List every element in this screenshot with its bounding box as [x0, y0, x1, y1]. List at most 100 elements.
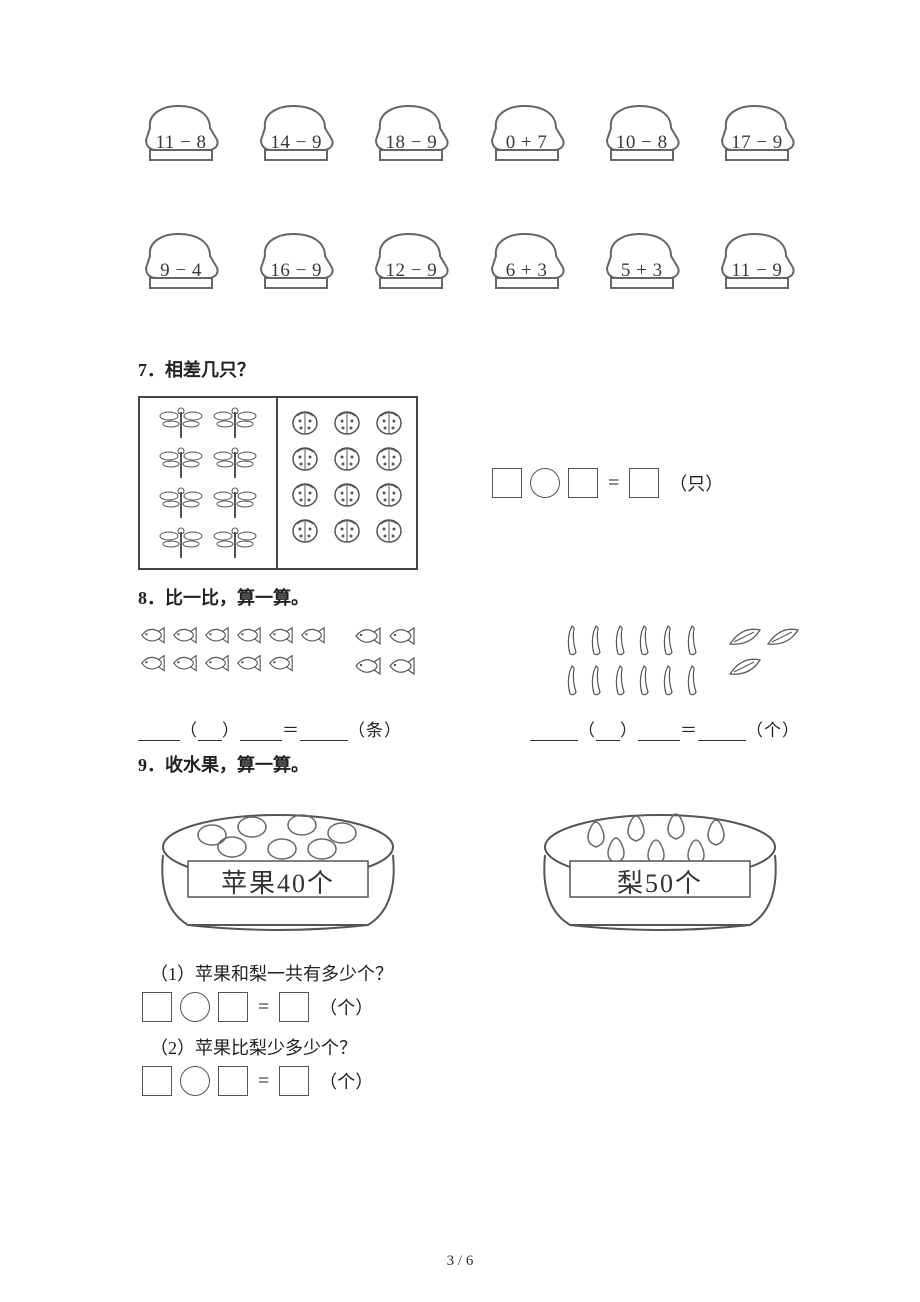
dragonfly-icon [159, 406, 203, 440]
blank-square[interactable] [142, 992, 172, 1022]
q7-box [138, 396, 418, 570]
blank-square[interactable] [492, 468, 522, 498]
bigfish-group [138, 624, 326, 698]
banana-icon [658, 664, 678, 698]
fish-icon [234, 624, 262, 646]
q7-equation: = （只） [488, 468, 723, 498]
banana-icon [610, 624, 630, 658]
mitten: 6 + 3 [484, 228, 570, 298]
ladybug-icon [289, 478, 321, 508]
blank-square[interactable] [629, 468, 659, 498]
basket-apple-label: 苹果40个 [138, 863, 418, 900]
mitten-text: 6 + 3 [484, 260, 570, 282]
fish-icon [138, 624, 166, 646]
banana-icon [682, 624, 702, 658]
q9-sub2: （2）苹果比梨少多少个？ [150, 1034, 800, 1060]
q7-title: 7．相差几只？ [138, 356, 800, 382]
dragonfly-icon [213, 406, 257, 440]
leaf-group [728, 624, 800, 698]
q9-title: 9．收水果，算一算。 [138, 751, 800, 777]
dragonfly-icon [213, 526, 257, 560]
q9-baskets: 苹果40个 梨50个 [138, 807, 800, 942]
mitten-text: 9 − 4 [138, 260, 224, 282]
q8-content: （）＝（条） （）＝（个） [138, 624, 800, 741]
mitten: 11 − 8 [138, 100, 224, 170]
fish-icon [138, 652, 166, 674]
q9-eq1: = （个） [138, 992, 800, 1022]
unit-text: （个） [319, 1068, 373, 1094]
basket-pear-label: 梨50个 [520, 863, 800, 900]
dragonfly-icon [159, 446, 203, 480]
mitten-text: 0 + 7 [484, 132, 570, 154]
banana-icon [586, 624, 606, 658]
fish-icon [266, 624, 294, 646]
mitten-text: 17 − 9 [714, 132, 800, 154]
blank-square[interactable] [142, 1066, 172, 1096]
ladybug-icon [373, 514, 405, 544]
mitten-text: 11 − 8 [138, 132, 224, 154]
mitten-text: 18 − 9 [368, 132, 454, 154]
q7-content: = （只） [138, 396, 800, 570]
blank-square[interactable] [218, 1066, 248, 1096]
q8-right-blanks[interactable]: （）＝（个） [530, 716, 800, 741]
banana-icon [634, 624, 654, 658]
blank-square[interactable] [279, 1066, 309, 1096]
unit-text: （个） [319, 994, 373, 1020]
mitten-row-2: 9 − 4 16 − 9 12 − 9 6 + 3 5 + 3 11 − 9 [138, 228, 800, 298]
banana-icon [658, 624, 678, 658]
q8-left-blanks[interactable]: （）＝（条） [138, 716, 402, 741]
banana-group [562, 624, 702, 698]
mitten: 5 + 3 [599, 228, 685, 298]
mitten-text: 16 − 9 [253, 260, 339, 282]
mitten: 18 − 9 [368, 100, 454, 170]
dragonfly-icon [213, 446, 257, 480]
mitten: 0 + 7 [484, 100, 570, 170]
leaf-icon [766, 624, 800, 648]
fish-icon [386, 624, 416, 648]
mitten-text: 10 − 8 [599, 132, 685, 154]
mitten: 11 − 9 [714, 228, 800, 298]
q9-eq2: = （个） [138, 1066, 800, 1096]
mitten: 12 − 9 [368, 228, 454, 298]
banana-icon [682, 664, 702, 698]
mitten: 9 − 4 [138, 228, 224, 298]
ladybug-icon [373, 406, 405, 436]
fish-icon [352, 624, 382, 648]
fish-icon [202, 652, 230, 674]
mitten-text: 11 − 9 [714, 260, 800, 282]
smallfish-group [352, 624, 416, 698]
banana-icon [586, 664, 606, 698]
mitten-text: 12 − 9 [368, 260, 454, 282]
blank-circle[interactable] [530, 468, 560, 498]
dragonfly-icon [213, 486, 257, 520]
blank-square[interactable] [279, 992, 309, 1022]
leaf-icon [728, 654, 762, 678]
blank-square[interactable] [218, 992, 248, 1022]
mitten: 14 − 9 [253, 100, 339, 170]
mitten: 17 − 9 [714, 100, 800, 170]
fish-icon [352, 654, 382, 678]
blank-circle[interactable] [180, 1066, 210, 1096]
q8-title: 8．比一比，算一算。 [138, 584, 800, 610]
fish-icon [266, 652, 294, 674]
q9-sub1: （1）苹果和梨一共有多少个？ [150, 960, 800, 986]
fish-icon [234, 652, 262, 674]
blank-square[interactable] [568, 468, 598, 498]
blank-circle[interactable] [180, 992, 210, 1022]
ladybug-icon [289, 406, 321, 436]
ladybug-box [278, 398, 416, 568]
unit-text: （只） [669, 470, 723, 496]
ladybug-icon [331, 478, 363, 508]
leaf-icon [728, 624, 762, 648]
ladybug-icon [331, 406, 363, 436]
ladybug-icon [289, 442, 321, 472]
fish-icon [170, 624, 198, 646]
banana-icon [562, 624, 582, 658]
banana-icon [610, 664, 630, 698]
fish-icon [202, 624, 230, 646]
banana-icon [562, 664, 582, 698]
mitten-text: 14 − 9 [253, 132, 339, 154]
ladybug-icon [331, 442, 363, 472]
basket-pear: 梨50个 [520, 807, 800, 942]
mitten: 10 − 8 [599, 100, 685, 170]
